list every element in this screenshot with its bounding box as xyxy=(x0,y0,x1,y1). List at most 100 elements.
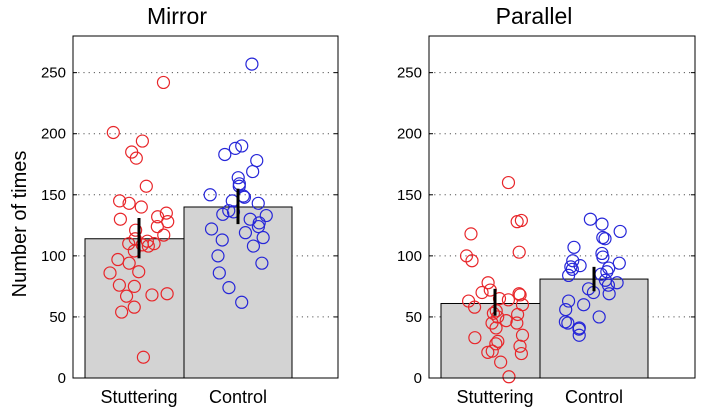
panel-2-point-control xyxy=(596,230,610,245)
panel-1-y-tick-label-0: 0 xyxy=(58,370,66,387)
y-axis-label: Number of times xyxy=(9,151,31,298)
panel-2-axes-box xyxy=(428,35,696,379)
panel-2-point-stuttering xyxy=(510,215,524,229)
panel-1-point-control xyxy=(228,141,242,155)
panel-1-point-stuttering xyxy=(141,239,155,253)
panel-2-point-stuttering xyxy=(510,316,524,330)
panel-1-point-stuttering xyxy=(145,288,159,302)
panel-1-point-stuttering xyxy=(127,279,141,293)
panel-2-point-control xyxy=(583,212,597,226)
panel-2-point-stuttering xyxy=(491,334,505,348)
panel-1-point-control xyxy=(245,57,259,71)
panel-1-axes-box xyxy=(72,35,339,379)
panel-2-point-stuttering xyxy=(481,276,495,290)
panel-2-point-stuttering xyxy=(467,300,482,314)
panel-1-y-tick-label-200: 200 xyxy=(41,126,66,143)
panel-2-y-tick-label-200: 200 xyxy=(397,126,422,143)
panel-2-point-stuttering xyxy=(494,355,508,369)
panel-2-y-tick-label-250: 250 xyxy=(397,65,422,82)
panel-2-category-label-stuttering: Stuttering xyxy=(456,387,533,407)
panel-2-point-stuttering xyxy=(489,337,503,351)
chart-panel-mirror: Mirror 0 50 100 150 200 250 Stuttering Control xyxy=(41,3,339,407)
panel-1-bar-stuttering xyxy=(84,238,194,379)
panel-2-category-label-control: Control xyxy=(565,387,623,407)
panel-2-point-stuttering xyxy=(511,307,525,322)
panel-1-point-stuttering xyxy=(113,212,127,226)
panel-1-point-control xyxy=(246,164,260,179)
panel-2-point-control xyxy=(558,315,572,329)
panel-1-point-control xyxy=(211,249,225,263)
panel-2-point-control xyxy=(595,217,609,231)
panel-2-y-tick-label-0: 0 xyxy=(414,370,422,387)
panel-1-point-stuttering xyxy=(139,179,153,193)
panel-2-point-stuttering xyxy=(499,313,513,328)
panel-1-point-stuttering xyxy=(157,228,171,242)
panel-2-point-stuttering xyxy=(468,331,482,345)
panel-2-point-stuttering xyxy=(513,288,527,302)
panel-1-point-stuttering xyxy=(129,223,143,237)
panel-2-point-control xyxy=(600,265,614,279)
panel-2-point-control xyxy=(567,240,581,254)
panel-2-point-control xyxy=(564,260,578,274)
panel-1-point-control xyxy=(203,188,217,202)
panel-1-point-stuttering xyxy=(112,278,126,292)
panel-2-point-control xyxy=(613,224,627,239)
panel-2-point-stuttering xyxy=(501,293,515,307)
panel-1-point-stuttering xyxy=(106,125,120,140)
panel-1-point-stuttering xyxy=(122,256,136,270)
panel-2-point-stuttering xyxy=(512,245,526,259)
panel-2-point-control xyxy=(592,310,606,324)
panel-1-point-stuttering xyxy=(119,289,134,303)
panel-2-point-stuttering xyxy=(502,370,516,384)
panel-2-point-stuttering xyxy=(514,346,528,361)
panel-1-y-tick-label-250: 250 xyxy=(41,65,66,82)
panel-2-point-stuttering xyxy=(485,316,499,330)
panel-2-point-control xyxy=(566,254,580,268)
panel-1-point-control xyxy=(215,233,229,247)
panel-2-point-stuttering xyxy=(489,321,503,335)
panel-1-point-stuttering xyxy=(134,200,148,214)
panel-2-point-control xyxy=(561,294,576,308)
panel-1-point-stuttering xyxy=(115,305,129,319)
panel-2-y-tick-label-50: 50 xyxy=(405,309,422,326)
panel-2-point-stuttering xyxy=(501,175,516,190)
panel-1-y-tick-label-150: 150 xyxy=(41,187,66,204)
panel-1-y-tick-label-50: 50 xyxy=(49,309,66,326)
panel-2-y-tick-label-150: 150 xyxy=(397,187,422,204)
panel-2-point-control xyxy=(562,268,576,282)
panel-1-point-control xyxy=(204,222,219,236)
panel-2-point-stuttering xyxy=(465,254,479,268)
chart-panel-parallel: Parallel 0 50 100 150 200 250 Stuttering Contro… xyxy=(397,3,696,407)
panel-2-point-control xyxy=(596,250,610,264)
panel-2-point-stuttering xyxy=(475,285,489,300)
panel-2-point-control xyxy=(572,322,586,336)
panel-1-y-tick-label-100: 100 xyxy=(41,248,66,265)
panel-1-category-label-stuttering: Stuttering xyxy=(100,387,177,407)
panel-1-point-control xyxy=(256,230,270,245)
panel-1-point-control xyxy=(250,153,264,168)
panel-2-point-control xyxy=(598,232,612,246)
panel-1-point-stuttering xyxy=(136,350,151,364)
panel-1-point-control xyxy=(235,295,249,309)
panel-2-point-stuttering xyxy=(464,227,478,241)
chart-title-parallel: Parallel xyxy=(496,3,573,29)
panel-1-point-stuttering xyxy=(113,194,127,208)
panel-2-y-tick-label-100: 100 xyxy=(397,248,422,265)
panel-1-point-control xyxy=(243,212,257,226)
panel-1-point-control xyxy=(251,219,266,234)
panel-2-point-control xyxy=(572,328,586,342)
panel-2-point-control xyxy=(612,256,626,270)
panel-1-category-label-control: Control xyxy=(209,387,267,407)
panel-1-point-control xyxy=(235,139,249,153)
panel-1-point-stuttering xyxy=(156,75,171,90)
panel-1-point-control xyxy=(231,171,245,185)
chart-title-mirror: Mirror xyxy=(147,3,207,29)
panel-1-point-control xyxy=(216,207,230,221)
panel-2-point-control xyxy=(601,278,615,292)
panel-2-point-control xyxy=(561,316,575,330)
panel-1-point-control xyxy=(218,147,232,162)
panel-2-point-stuttering xyxy=(481,345,495,359)
panel-1-point-control xyxy=(212,266,226,280)
panel-2-point-control xyxy=(577,298,591,312)
